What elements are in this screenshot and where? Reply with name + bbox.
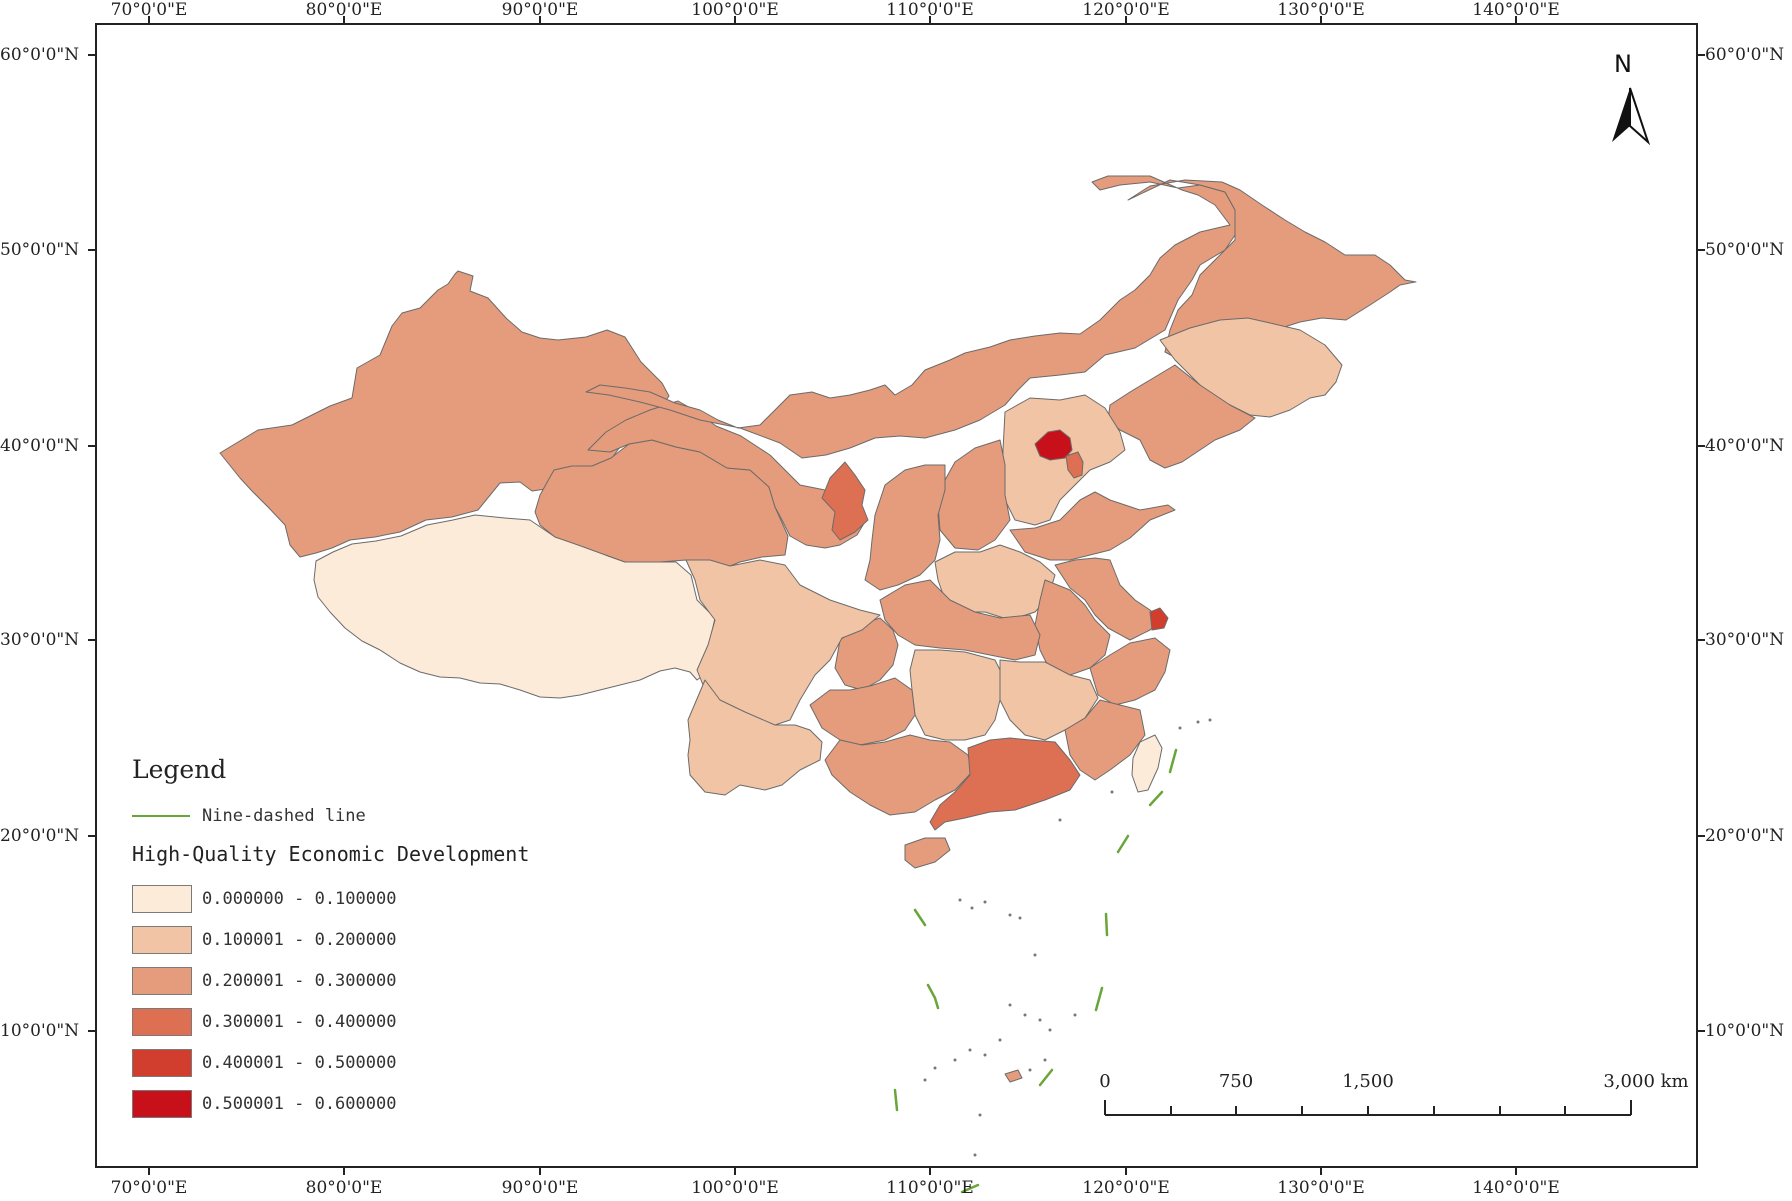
nine-dashed-line-label: Nine-dashed line — [202, 806, 366, 826]
legend-title: Legend — [132, 755, 227, 784]
lat-label-right: 60°0'0"N — [1705, 45, 1785, 65]
region-shanghai — [1149, 607, 1169, 631]
lat-label-right: 40°0'0"N — [1705, 436, 1785, 456]
region-sichuan — [685, 559, 881, 726]
lat-label-left: 40°0'0"N — [0, 436, 80, 456]
lat-label-right: 30°0'0"N — [1705, 630, 1785, 650]
legend-class-row: 0.000000 - 0.100000 — [132, 878, 396, 919]
map-frame — [95, 23, 1698, 1168]
lon-label-bottom: 90°0'0"E — [501, 1178, 579, 1198]
region-hunan — [909, 649, 1006, 741]
region-hainan — [904, 837, 951, 869]
nine-dashed-line — [893, 748, 1178, 1194]
region-ningxia — [821, 461, 869, 541]
lon-label-bottom: 110°0'0"E — [886, 1178, 974, 1198]
legend-nine-dashed-line: Nine-dashed line — [132, 804, 366, 828]
lon-label-top: 80°0'0"E — [305, 0, 383, 20]
region-spratly-islet — [1004, 1069, 1023, 1083]
north-arrow-label: N — [1614, 50, 1632, 78]
region-fujian — [1064, 699, 1146, 781]
region-liaoning — [1107, 364, 1256, 469]
lon-label-bottom: 120°0'0"E — [1082, 1178, 1170, 1198]
region-guizhou — [809, 677, 916, 746]
region-shandong — [1009, 491, 1176, 561]
legend-class-row: 0.400001 - 0.500000 — [132, 1042, 396, 1083]
legend-class-list: 0.000000 - 0.100000 0.100001 - 0.200000 … — [132, 878, 396, 1124]
legend-indicator-title: High-Quality Economic Development — [132, 842, 530, 866]
region-beijing — [1034, 429, 1073, 461]
region-shanxi — [937, 439, 1011, 551]
lat-label-left: 30°0'0"N — [0, 630, 80, 650]
lat-label-left: 60°0'0"N — [0, 45, 80, 65]
lat-label-left: 20°0'0"N — [0, 826, 80, 846]
lon-label-top: 90°0'0"E — [501, 0, 579, 20]
legend-swatch — [132, 966, 192, 995]
lon-label-bottom: 100°0'0"E — [691, 1178, 779, 1198]
region-heilongjiang — [1127, 179, 1417, 361]
lon-label-top: 100°0'0"E — [691, 0, 779, 20]
lon-label-bottom: 130°0'0"E — [1277, 1178, 1365, 1198]
legend-class-label: 0.300001 - 0.400000 — [202, 1011, 397, 1032]
legend-swatch — [132, 1048, 192, 1077]
lon-label-top: 70°0'0"E — [110, 0, 188, 20]
region-shaanxi — [864, 464, 946, 591]
lon-label-top: 130°0'0"E — [1277, 0, 1365, 20]
lon-label-bottom: 80°0'0"E — [305, 1178, 383, 1198]
scale-label: 0 — [1099, 1071, 1111, 1092]
legend-class-label: 0.100001 - 0.200000 — [202, 929, 397, 950]
lon-label-bottom: 70°0'0"E — [110, 1178, 188, 1198]
legend-class-row: 0.500001 - 0.600000 — [132, 1083, 396, 1124]
region-tianjin — [1065, 451, 1084, 479]
legend-class-label: 0.400001 - 0.500000 — [202, 1052, 397, 1073]
region-taiwan — [1131, 734, 1163, 793]
lon-label-top: 120°0'0"E — [1082, 0, 1170, 20]
region-tibet — [313, 514, 716, 699]
legend-class-label: 0.000000 - 0.100000 — [202, 888, 397, 909]
legend-swatch — [132, 884, 192, 913]
region-inner-mongolia — [585, 175, 1236, 459]
lon-label-bottom: 140°0'0"E — [1472, 1178, 1560, 1198]
legend-swatch — [132, 925, 192, 954]
region-guangdong — [929, 737, 1081, 831]
legend-class-row: 0.100001 - 0.200000 — [132, 919, 396, 960]
legend-swatch — [132, 1007, 192, 1036]
legend-swatch — [132, 1089, 192, 1118]
north-arrow-icon — [1612, 87, 1651, 146]
lon-label-top: 140°0'0"E — [1472, 0, 1560, 20]
nine-dashed-line-swatch — [132, 815, 190, 817]
legend-class-row: 0.200001 - 0.300000 — [132, 960, 396, 1001]
region-guangxi — [824, 734, 973, 816]
lat-label-left: 10°0'0"N — [0, 1021, 80, 1041]
region-yunnan — [687, 679, 823, 796]
lat-label-right: 10°0'0"N — [1705, 1021, 1785, 1041]
graticule-ticks — [88, 16, 1705, 1175]
region-hubei — [879, 579, 1041, 661]
legend-class-label: 0.200001 - 0.300000 — [202, 970, 397, 991]
scale-bar — [1104, 1100, 1632, 1116]
lon-label-top: 110°0'0"E — [886, 0, 974, 20]
scale-label: 3,000 km — [1603, 1071, 1689, 1092]
legend-class-row: 0.300001 - 0.400000 — [132, 1001, 396, 1042]
region-zhejiang — [1089, 637, 1171, 706]
scale-label: 750 — [1218, 1071, 1254, 1092]
island-dots — [923, 718, 1212, 1157]
legend-class-label: 0.500001 - 0.600000 — [202, 1093, 397, 1114]
lat-label-right: 20°0'0"N — [1705, 826, 1785, 846]
scale-label: 1,500 — [1342, 1071, 1394, 1092]
lat-label-right: 50°0'0"N — [1705, 240, 1785, 260]
lat-label-left: 50°0'0"N — [0, 240, 80, 260]
